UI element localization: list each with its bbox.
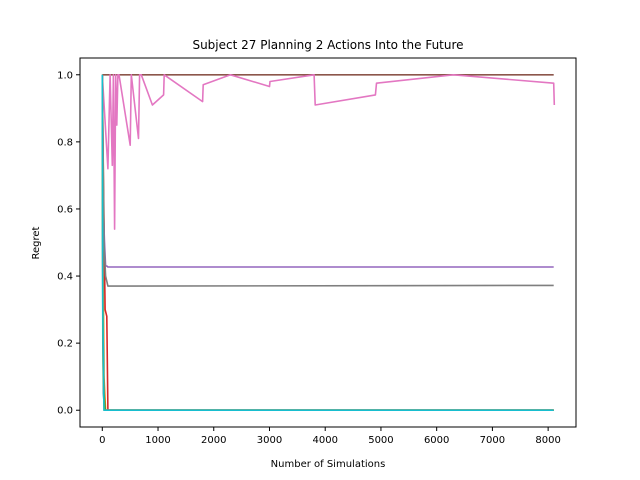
y-tick-label: 1.0 — [57, 70, 73, 81]
x-tick-label: 7000 — [480, 435, 505, 446]
x-axis-title: Number of Simulations — [271, 459, 386, 470]
plot-lines — [101, 74, 556, 412]
series-line-7 — [101, 74, 556, 230]
series-line-8 — [101, 74, 554, 287]
x-tick-label: 6000 — [424, 435, 449, 446]
series-line-2 — [101, 74, 554, 412]
x-tick-label: 3000 — [257, 435, 282, 446]
y-tick-label: 0.8 — [57, 137, 73, 148]
plot-frame — [79, 57, 577, 428]
series-line-3 — [101, 74, 554, 412]
chart-title: Subject 27 Planning 2 Actions Into the F… — [192, 38, 463, 52]
y-tick-label: 0.6 — [57, 204, 73, 215]
x-tick-label: 5000 — [368, 435, 393, 446]
y-tick-label: 0.0 — [57, 406, 73, 417]
series-line-10 — [101, 74, 554, 412]
x-tick-label: 2000 — [201, 435, 226, 446]
x-tick-label: 8000 — [535, 435, 560, 446]
y-axis-title: Regret — [31, 226, 42, 259]
series-line-9 — [101, 74, 554, 412]
y-tick-label: 0.4 — [57, 272, 73, 283]
series-line-1 — [101, 74, 554, 412]
axis-ticks: 0 1000 2000 3000 4000 5000 6000 7000 8000 0.0 0.2 0… — [57, 70, 561, 446]
y-tick-label: 0.2 — [57, 339, 73, 350]
x-tick-label: 0 — [99, 435, 105, 446]
x-tick-label: 4000 — [312, 435, 337, 446]
x-tick-label: 1000 — [145, 435, 170, 446]
series-line-4 — [101, 74, 554, 412]
